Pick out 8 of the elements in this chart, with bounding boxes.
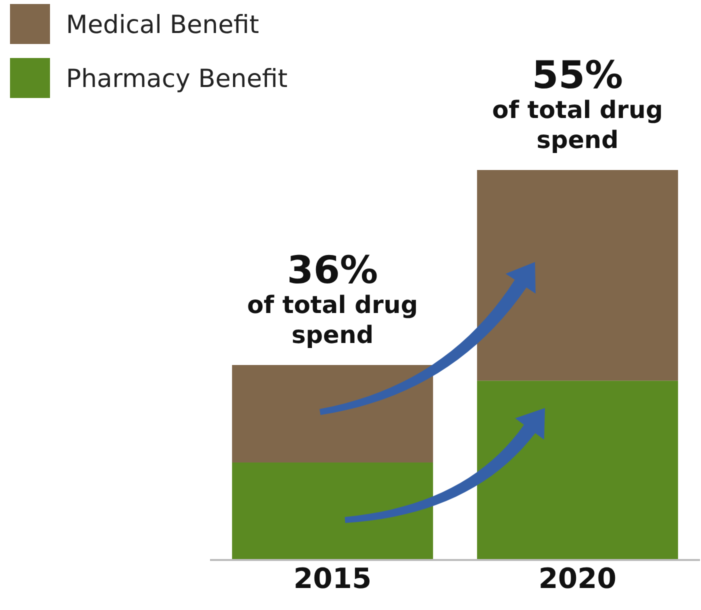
annotation: 36% [287,248,378,292]
legend-label: Medical Benefit [66,10,260,38]
x-tick-label: 2020 [538,562,616,595]
legend-label: Pharmacy Benefit [66,64,288,92]
annotation: of total drug spend [247,291,418,349]
annotation: 55% [532,53,623,97]
x-tick-label: 2015 [294,562,372,595]
annotation: of total drug spend [492,96,663,154]
